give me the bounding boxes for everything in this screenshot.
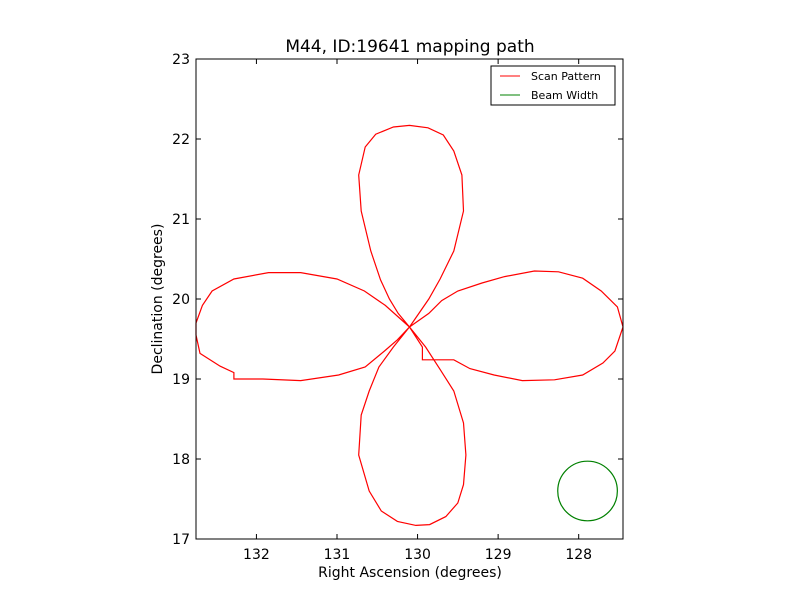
scan-pattern-line (195, 124, 624, 527)
legend-label-scan-pattern: Scan Pattern (531, 70, 601, 83)
y-axis-label: Declination (degrees) (150, 224, 166, 375)
y-tick-label: 22 (172, 132, 190, 148)
x-tick-label: 132 (243, 547, 270, 563)
beam-width-circle (557, 460, 618, 522)
y-tick-label: 23 (172, 52, 190, 68)
x-tick-label: 130 (404, 547, 431, 563)
plot-frame (195, 58, 624, 540)
legend: Scan Pattern Beam Width (490, 65, 616, 106)
x-tick-label: 129 (485, 547, 512, 563)
y-tick-label: 17 (172, 532, 190, 548)
legend-box (490, 65, 616, 106)
y-tick-label: 20 (172, 292, 190, 308)
y-tick-label: 19 (172, 372, 190, 388)
legend-label-beam-width: Beam Width (531, 89, 598, 102)
y-tick-label: 21 (172, 212, 190, 228)
chart-title: M44, ID:19641 mapping path (285, 37, 534, 57)
x-tick-label: 131 (324, 547, 351, 563)
x-axis-label: Right Ascension (degrees) (318, 565, 502, 581)
y-tick-label: 18 (172, 452, 190, 468)
x-tick-label: 128 (565, 547, 592, 563)
